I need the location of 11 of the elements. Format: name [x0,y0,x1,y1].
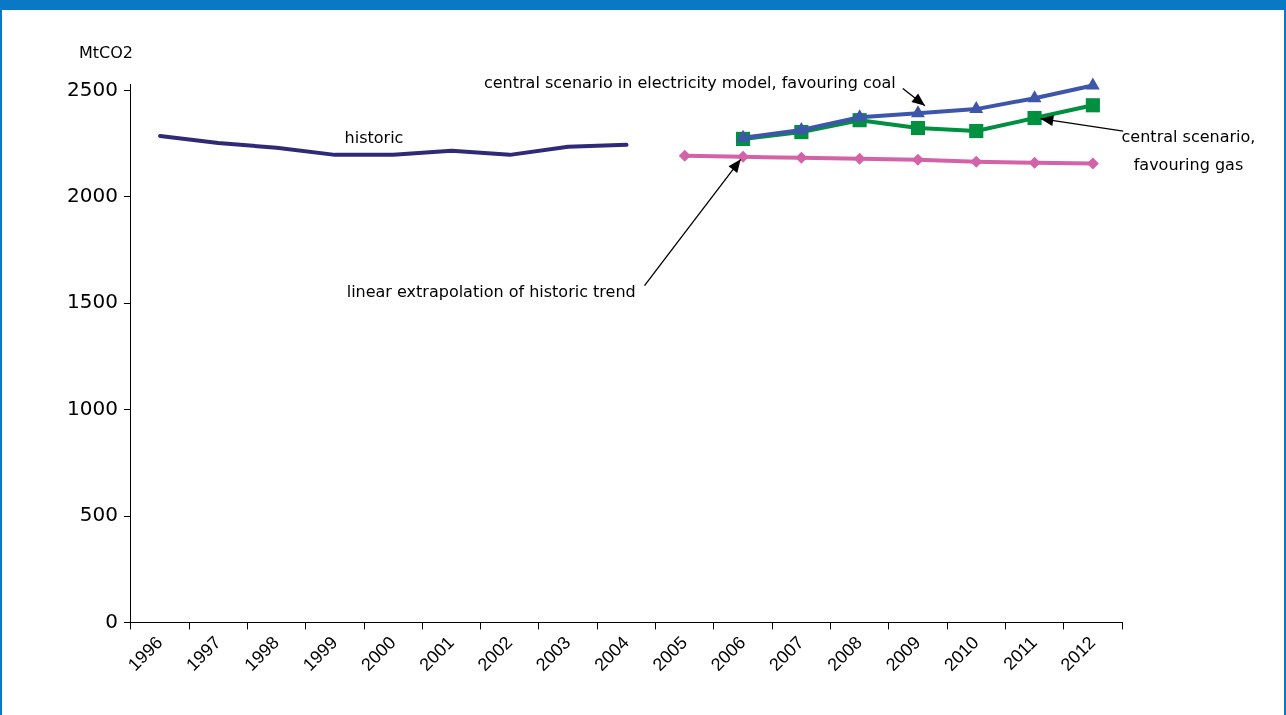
annotation: linear extrapolation of historic trend [346,281,636,301]
y-tick-label: 1000 [66,395,118,420]
annotation: central scenario, favouring gas [1121,127,1256,175]
y-axis-title: MtCO2 [78,43,133,63]
y-tick-label: 2000 [66,182,118,207]
y-tick-label: 0 [105,608,118,633]
annotation: central scenario in electricity model, favouring coal [483,72,896,92]
y-tick-label: 1500 [66,289,118,314]
y-tick-label: 2500 [66,76,118,101]
annotation: historic [344,128,404,148]
y-tick-label: 500 [79,502,118,527]
